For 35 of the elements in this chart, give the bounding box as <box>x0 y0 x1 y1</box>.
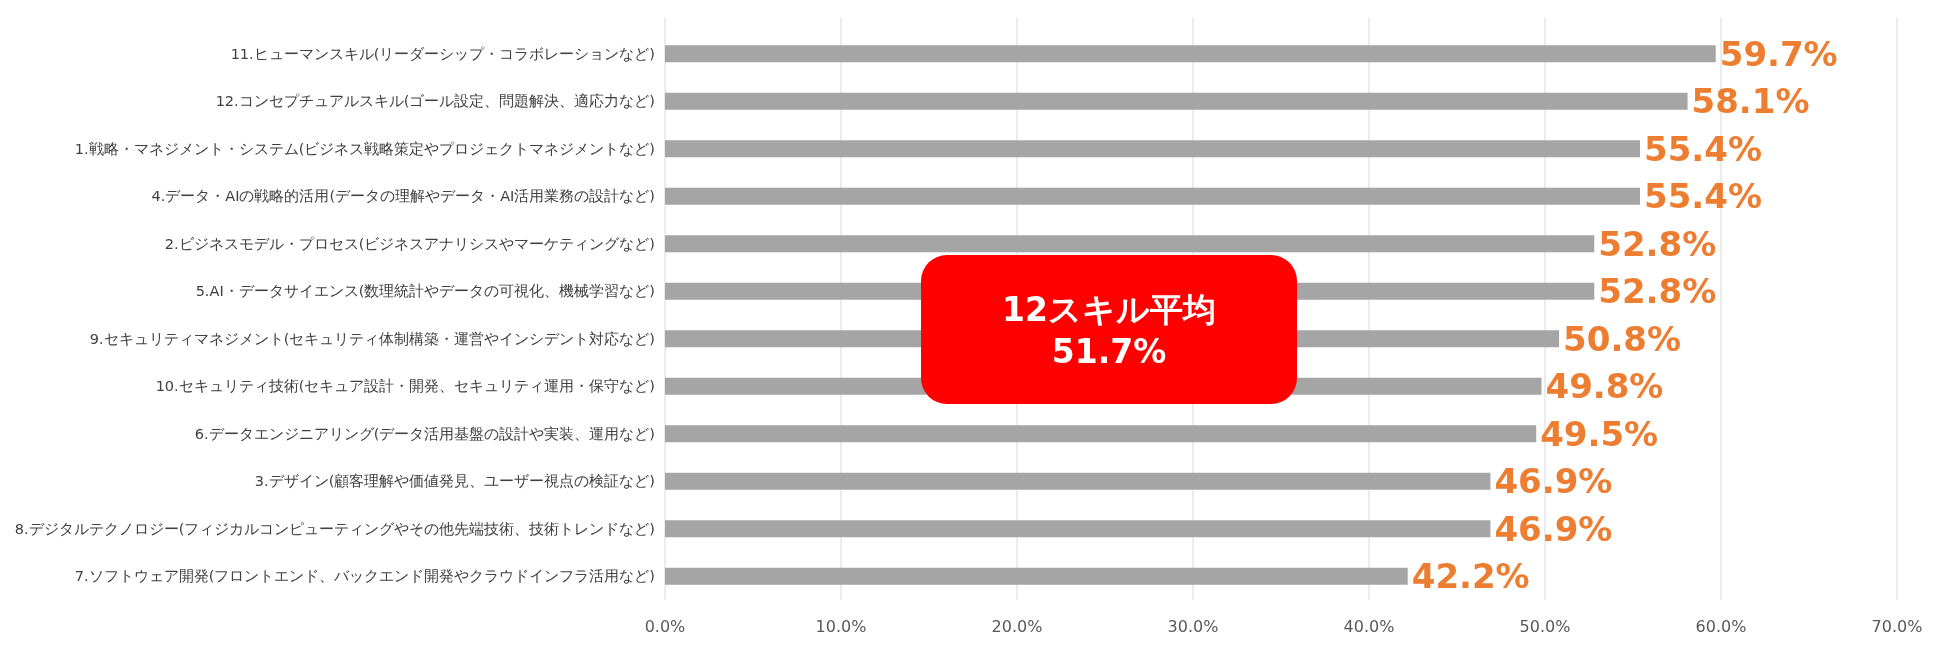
y-tick-label: 12.コンセプチュアルスキル(ゴール設定、問題解決、適応力など) <box>215 93 655 110</box>
y-tick-label: 8.デジタルテクノロジー(フィジカルコンピューティングやその他先端技術、技術トレンドなど) <box>14 520 655 537</box>
x-tick-label: 10.0% <box>815 617 867 636</box>
x-tick-label: 20.0% <box>991 617 1043 636</box>
y-tick-label: 6.データエンジニアリング(データ活用基盤の設計や実装、運用など) <box>194 425 655 442</box>
x-tick-label: 70.0% <box>1871 617 1923 636</box>
y-tick-label: 7.ソフトウェア開発(フロントエンド、バックエンド開発やクラウドインフラ活用など) <box>74 568 655 585</box>
annotation: 12スキル平均 51.7% <box>921 255 1297 404</box>
y-tick-label: 10.セキュリティ技術(セキュア設計・開発、セキュリティ運用・保守など) <box>155 378 655 395</box>
data-label: 46.9% <box>1494 508 1613 549</box>
data-label: 52.8% <box>1598 223 1717 264</box>
data-label: 46.9% <box>1494 461 1613 502</box>
x-tick-label: 30.0% <box>1167 617 1219 636</box>
x-tick-label: 0.0% <box>644 617 686 636</box>
data-label: 55.4% <box>1644 128 1763 169</box>
data-label: 55.4% <box>1644 176 1763 217</box>
y-tick-label: 2.ビジネスモデル・プロセス(ビジネスアナリシスやマーケティングなど) <box>164 235 655 252</box>
data-label: 42.2% <box>1411 556 1530 597</box>
y-tick-label: 5.AI・データサイエンス(数理統計やデータの可視化、機械学習など) <box>195 283 655 300</box>
y-tick-label: 9.セキュリティマネジメント(セキュリティ体制構築・運営やインシデント対応など) <box>89 330 655 347</box>
data-label: 59.7% <box>1719 33 1838 74</box>
data-label: 58.1% <box>1691 81 1810 122</box>
data-label: 50.8% <box>1563 318 1682 359</box>
y-tick-label: 11.ヒューマンスキル(リーダーシップ・コラボレーションなど) <box>230 45 655 62</box>
x-tick-label: 40.0% <box>1343 617 1395 636</box>
data-label: 52.8% <box>1598 271 1717 312</box>
x-tick-label: 50.0% <box>1519 617 1571 636</box>
annotation: 12スキル平均 <box>1002 289 1216 329</box>
y-tick-label: 4.データ・AIの戦略的活用(データの理解やデータ・AI活用業務の設計など) <box>151 188 655 205</box>
data-label: 49.8% <box>1545 366 1664 407</box>
y-tick-label: 3.デザイン(顧客理解や価値発見、ユーザー視点の検証など) <box>254 473 655 490</box>
y-tick-label: 1.戦略・マネジメント・システム(ビジネス戦略策定やプロジェクトマネジメントなど) <box>74 140 655 157</box>
annotation: 51.7% <box>1051 331 1167 371</box>
data-label: 49.5% <box>1540 413 1659 454</box>
x-tick-label: 60.0% <box>1695 617 1747 636</box>
